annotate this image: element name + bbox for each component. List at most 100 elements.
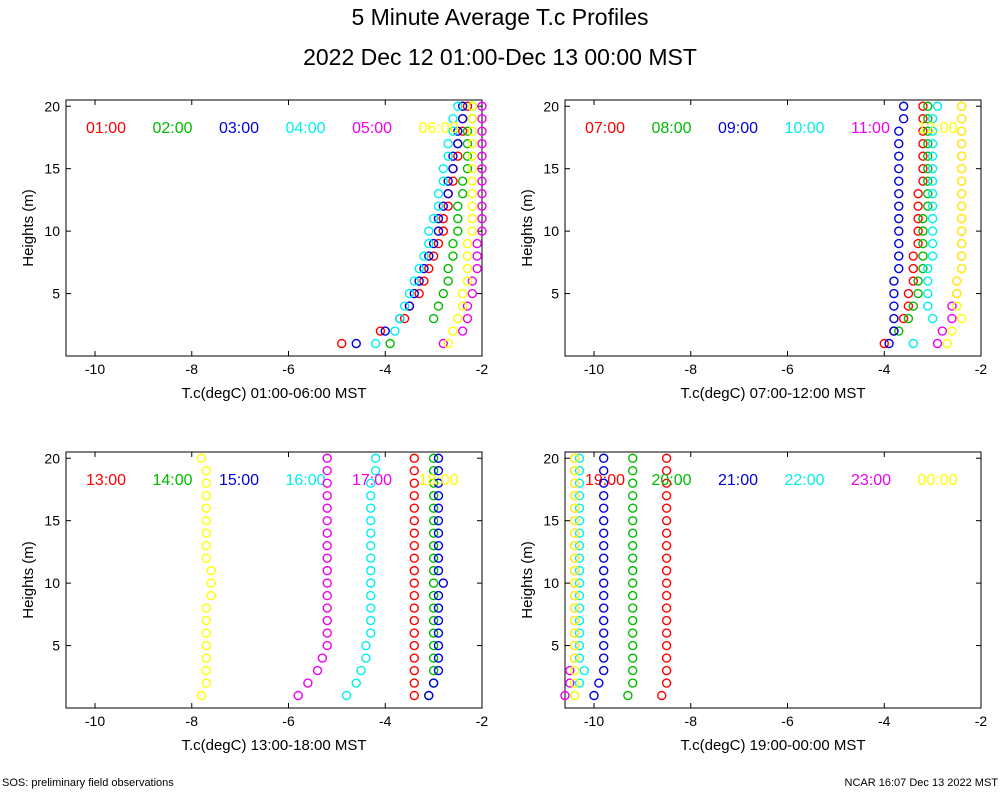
data-point <box>918 126 928 136</box>
data-point <box>366 528 376 538</box>
data-point <box>574 491 585 501</box>
data-point <box>661 590 672 601</box>
data-point <box>453 313 463 324</box>
data-point <box>322 515 332 526</box>
data-point <box>628 565 638 576</box>
data-point <box>419 251 429 261</box>
data-point <box>598 615 609 626</box>
y-tick-label: 15 <box>543 513 559 529</box>
data-point <box>409 565 419 576</box>
data-point <box>913 201 923 211</box>
data-point <box>453 213 463 224</box>
data-point <box>927 151 938 161</box>
data-point <box>472 251 482 261</box>
data-point <box>908 338 918 349</box>
legend-label: 21:00 <box>718 472 758 489</box>
x-tick-label: -10 <box>85 713 105 729</box>
data-point <box>657 690 667 701</box>
data-point <box>661 565 672 576</box>
data-point <box>569 640 580 651</box>
series-0300 <box>351 101 468 349</box>
data-point <box>409 603 419 613</box>
data-point <box>428 515 439 526</box>
data-point <box>628 603 638 613</box>
data-point <box>477 101 487 111</box>
data-point <box>956 238 967 249</box>
data-point <box>661 466 672 476</box>
data-point <box>918 101 928 111</box>
data-point <box>598 628 609 638</box>
data-point <box>628 590 638 601</box>
data-point <box>356 665 366 676</box>
data-point <box>661 553 672 563</box>
data-point <box>661 528 672 538</box>
data-point <box>574 590 585 601</box>
data-point <box>409 453 419 463</box>
legend-label: 19:00 <box>585 472 625 489</box>
data-point <box>927 114 938 124</box>
x-tick-label: -6 <box>781 713 794 729</box>
data-point <box>433 628 444 638</box>
data-point <box>433 238 444 249</box>
data-point <box>467 151 478 161</box>
y-tick-label: 10 <box>543 575 559 591</box>
data-point <box>428 615 439 626</box>
data-point <box>467 114 478 124</box>
y-tick-label: 15 <box>543 161 559 177</box>
data-point <box>409 491 419 501</box>
x-tick-label: -4 <box>379 361 392 377</box>
data-point <box>918 139 928 149</box>
data-point <box>623 690 633 701</box>
data-point <box>196 690 207 701</box>
data-point <box>428 238 439 249</box>
y-axis-label: Heights (m) <box>519 541 536 619</box>
x-axis-label: T.c(degC) 01:00-06:00 MST <box>181 385 366 402</box>
data-point <box>467 101 478 111</box>
data-point <box>201 678 211 688</box>
data-point <box>438 163 449 174</box>
legend-label: 23:00 <box>851 472 891 489</box>
data-point <box>424 690 434 701</box>
data-point <box>206 578 216 588</box>
data-point <box>598 491 609 501</box>
data-point <box>947 301 957 311</box>
data-point <box>428 540 439 551</box>
data-point <box>433 201 444 211</box>
x-axis-label: T.c(degC) 13:00-18:00 MST <box>181 737 366 754</box>
data-point <box>409 528 419 538</box>
data-point <box>409 503 419 513</box>
data-point <box>448 176 458 186</box>
data-point <box>433 226 444 236</box>
series-0000 <box>569 453 580 701</box>
data-point <box>908 263 918 274</box>
data-point <box>462 151 473 161</box>
data-point <box>428 313 439 324</box>
data-point <box>918 176 928 186</box>
data-point <box>201 615 211 626</box>
data-point <box>201 553 211 563</box>
data-point <box>457 188 468 199</box>
x-tick-label: -8 <box>186 713 199 729</box>
data-point <box>569 453 580 463</box>
data-point <box>409 466 419 476</box>
data-point <box>923 201 933 211</box>
data-point <box>661 678 672 688</box>
legend-label: 02:00 <box>153 120 193 137</box>
data-point <box>428 578 439 588</box>
data-point <box>337 338 347 349</box>
data-point <box>462 263 473 274</box>
data-point <box>923 126 933 136</box>
data-point <box>574 678 585 688</box>
series-0800 <box>894 101 933 336</box>
data-point <box>923 301 933 311</box>
data-point <box>443 338 453 349</box>
data-point <box>433 515 444 526</box>
data-point <box>448 151 458 161</box>
data-point <box>628 503 638 513</box>
data-point <box>428 678 439 688</box>
y-axis-label: Heights (m) <box>519 189 536 267</box>
y-tick-label: 20 <box>44 450 60 466</box>
y-axis-label: Heights (m) <box>20 541 37 619</box>
data-point <box>201 540 211 551</box>
data-point <box>428 553 439 563</box>
